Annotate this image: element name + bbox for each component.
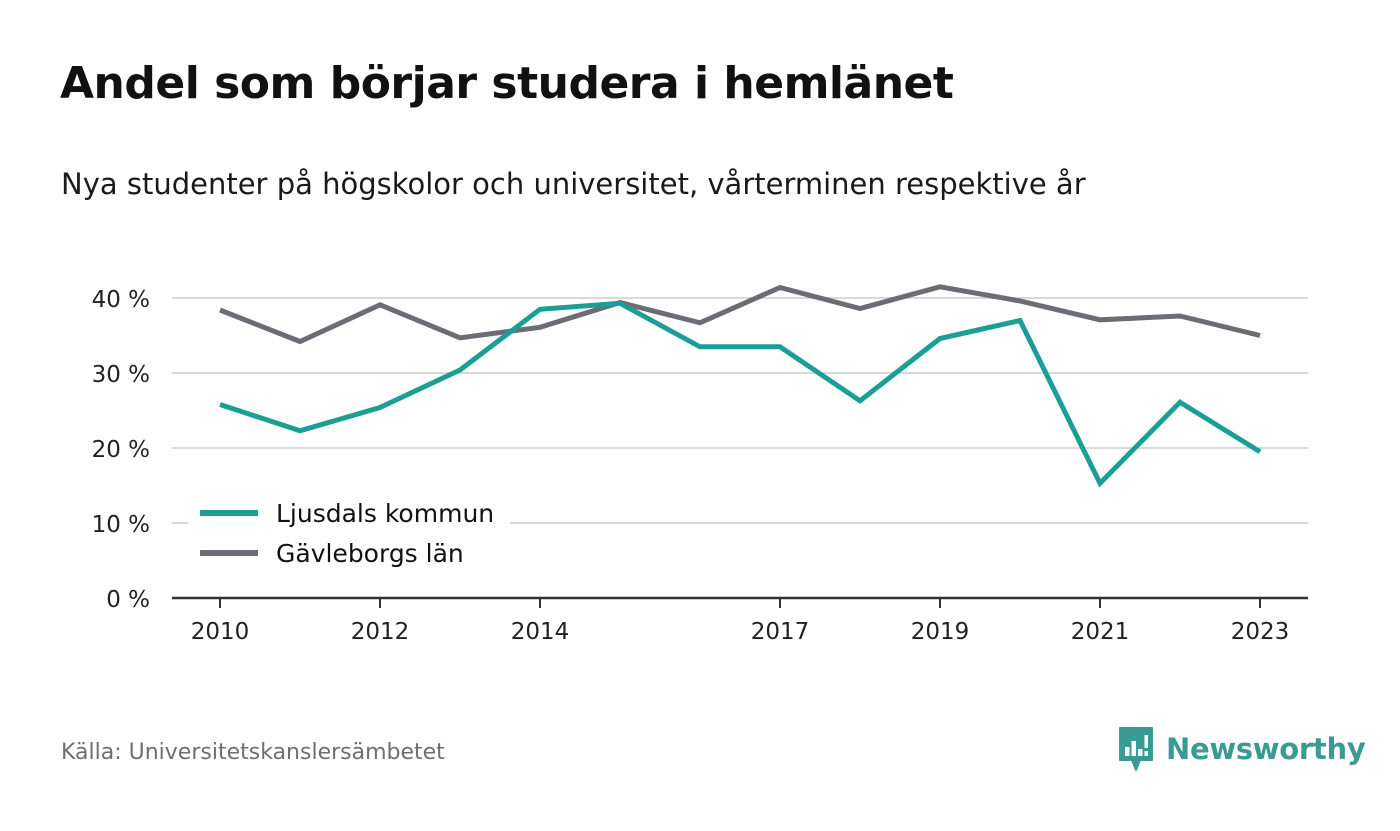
x-axis-ticks: 2010 2012 2014 2017 2019 2021 2023 (191, 598, 1290, 645)
brand-name: Newsworthy (1166, 732, 1366, 766)
x-tick-label: 2014 (511, 619, 570, 645)
x-tick-label: 2023 (1231, 619, 1290, 645)
x-tick-label: 2017 (751, 619, 810, 645)
legend-label: Gävleborgs län (276, 539, 464, 568)
y-tick-label: 40 % (92, 287, 150, 313)
x-tick-label: 2021 (1071, 619, 1130, 645)
x-tick-label: 2012 (351, 619, 410, 645)
brand-logo: Newsworthy (1118, 726, 1366, 772)
series-layer (219, 284, 1262, 488)
chart-title: Andel som börjar studera i hemlänet (60, 58, 954, 109)
x-tick-label: 2019 (911, 619, 970, 645)
source-note: Källa: Universitetskanslersämbetet (61, 740, 445, 765)
series-line-gavleborgs-lan (219, 284, 1261, 345)
bar-chart-speech-bubble-icon (1119, 727, 1153, 771)
y-axis-ticks: 0 % 10 % 20 % 30 % 40 % (92, 287, 150, 613)
x-tick-label: 2010 (191, 619, 250, 645)
legend-background (188, 492, 510, 574)
legend: Ljusdals kommun Gävleborgs län (188, 492, 510, 574)
series-line-ljusdals-kommun (219, 300, 1262, 488)
legend-label: Ljusdals kommun (276, 499, 494, 528)
y-tick-label: 10 % (92, 512, 150, 538)
y-tick-label: 30 % (92, 362, 150, 388)
grid-layer (172, 297, 1308, 524)
y-tick-label: 0 % (106, 587, 150, 613)
chart-subtitle: Nya studenter på högskolor och universit… (61, 167, 1086, 201)
y-tick-label: 20 % (92, 437, 150, 463)
